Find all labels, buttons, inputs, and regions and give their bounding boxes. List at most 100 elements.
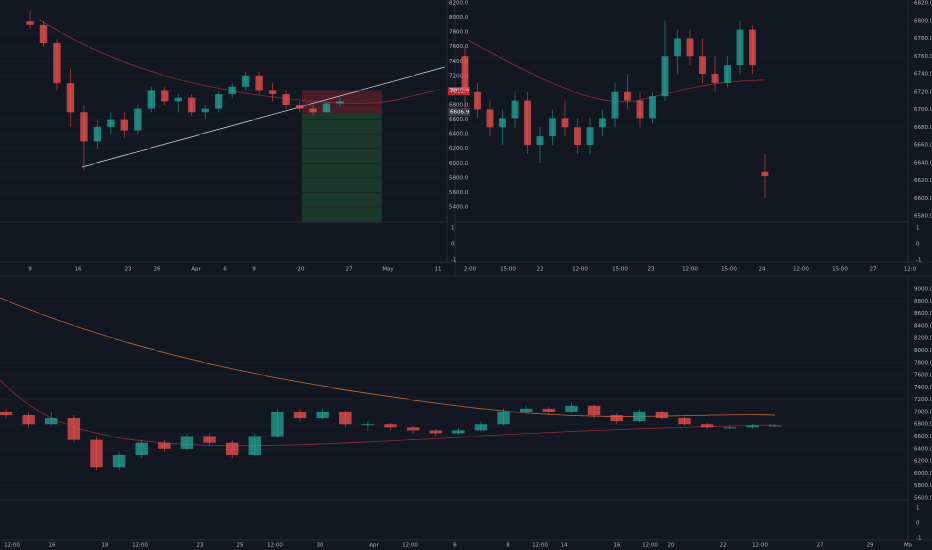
candle-body <box>188 97 196 113</box>
y-tick-label: 6620.0 <box>914 178 932 184</box>
y-tick-label: 6660.0 <box>914 143 932 149</box>
x-tick-label: 23 <box>648 267 655 273</box>
osc-tick-label: 0 <box>451 242 455 248</box>
candle-body <box>486 109 494 128</box>
y-tick-label: 6200.0 <box>914 459 932 465</box>
candle-body <box>80 112 88 142</box>
candle-body <box>161 90 169 102</box>
x-tick-label: 15:00 <box>721 267 737 273</box>
x-tick-label: Apr <box>369 543 379 549</box>
candle-body <box>711 74 719 83</box>
y-tick-label: 6580.0 <box>914 214 932 220</box>
y-tick-label: 6600.0 <box>449 117 469 123</box>
y-tick-label: 8000.0 <box>914 348 932 354</box>
candle-body <box>93 126 102 142</box>
x-tick-label: 12:00 <box>572 267 588 273</box>
osc-tick-label: 1 <box>916 506 920 512</box>
candle-body <box>624 91 631 101</box>
candle-body <box>587 405 601 416</box>
candle-body <box>655 411 669 419</box>
x-tick-label: 12:0 <box>904 267 917 273</box>
candle-body <box>674 38 681 57</box>
candle-body <box>723 427 736 429</box>
candle-body <box>474 91 481 110</box>
trend-line <box>81 66 446 168</box>
candle-body <box>429 430 442 434</box>
y-tick-label: 6000.0 <box>914 471 932 477</box>
candle-body <box>22 415 35 425</box>
candle-body <box>524 100 531 145</box>
candle-body <box>768 425 782 427</box>
price-tag <box>448 87 470 95</box>
candle-body <box>536 136 544 145</box>
price-tag <box>448 108 470 116</box>
y-tick-label: 7200.0 <box>914 397 932 403</box>
x-tick-label: 27 <box>870 267 877 273</box>
x-tick-label: 6 <box>453 543 457 549</box>
candle-body <box>610 415 623 422</box>
y-tick-label: 6780.0 <box>914 36 932 42</box>
y-tick-label: 7600.0 <box>449 44 469 50</box>
x-tick-label: 6 <box>223 267 227 273</box>
candle-body <box>135 442 148 455</box>
candle-body <box>180 436 194 449</box>
x-tick-label: 15:00 <box>612 267 628 273</box>
candle-body <box>384 424 397 428</box>
y-tick-label: 6760.0 <box>914 54 932 60</box>
osc-tick-label: -1 <box>916 258 921 264</box>
candle-body <box>519 408 533 412</box>
candle-body <box>203 436 216 443</box>
osc-tick-label: 0 <box>916 242 920 248</box>
candle-body <box>39 24 48 44</box>
y-tick-label: 6820.0 <box>914 1 932 7</box>
candle-body <box>66 83 75 113</box>
x-tick-label: 22 <box>537 267 544 273</box>
y-tick-label: 6680.0 <box>914 125 932 131</box>
x-tick-label: 12:00 <box>793 267 809 273</box>
candle-body <box>228 86 236 95</box>
candle-body <box>746 425 759 428</box>
x-tick-label: 2:00 <box>464 267 477 273</box>
candle-body <box>339 411 352 425</box>
candle-body <box>322 103 331 113</box>
x-tick-label: 12:00 <box>402 543 418 549</box>
candle-body <box>700 424 714 428</box>
candle-body <box>633 411 646 422</box>
x-tick-label: Ma <box>904 543 912 549</box>
candle-body <box>309 108 317 113</box>
y-tick-label: 6740.0 <box>914 72 932 78</box>
candle-body <box>474 424 488 431</box>
candle-body <box>241 75 250 87</box>
x-tick-label: 26 <box>154 267 161 273</box>
x-tick-label: 12:00 <box>682 267 698 273</box>
y-tick-label: 6800.0 <box>449 103 469 109</box>
candle-body <box>271 411 284 437</box>
osc-tick-label: -1 <box>916 536 921 542</box>
x-tick-label: 12:00 <box>532 543 548 549</box>
x-tick-label: 12:00 <box>642 543 658 549</box>
candle-body <box>736 29 744 66</box>
candle-body <box>561 118 569 128</box>
y-tick-label: 6800.0 <box>914 422 932 428</box>
candle-body <box>574 127 581 145</box>
candle-body <box>268 90 277 95</box>
y-tick-label: 7000.0 <box>914 409 932 415</box>
candle-body <box>214 94 223 109</box>
x-tick-label: 9 <box>28 267 32 273</box>
y-tick-label: 6400.0 <box>449 132 469 138</box>
candle-body <box>112 454 126 468</box>
y-tick-label: 6000.0 <box>449 161 469 167</box>
candle-body <box>586 127 594 145</box>
y-tick-label: 9000.0 <box>914 287 932 293</box>
y-tick-label: 7800.0 <box>914 360 932 366</box>
candle-body <box>201 108 209 113</box>
y-tick-label: 5800.0 <box>914 483 932 489</box>
y-tick-label: 7400.0 <box>449 59 469 65</box>
x-tick-label: 20 <box>298 267 305 273</box>
candle-body <box>295 105 304 109</box>
x-tick-label: 16 <box>49 543 56 549</box>
candle-body <box>120 119 129 131</box>
